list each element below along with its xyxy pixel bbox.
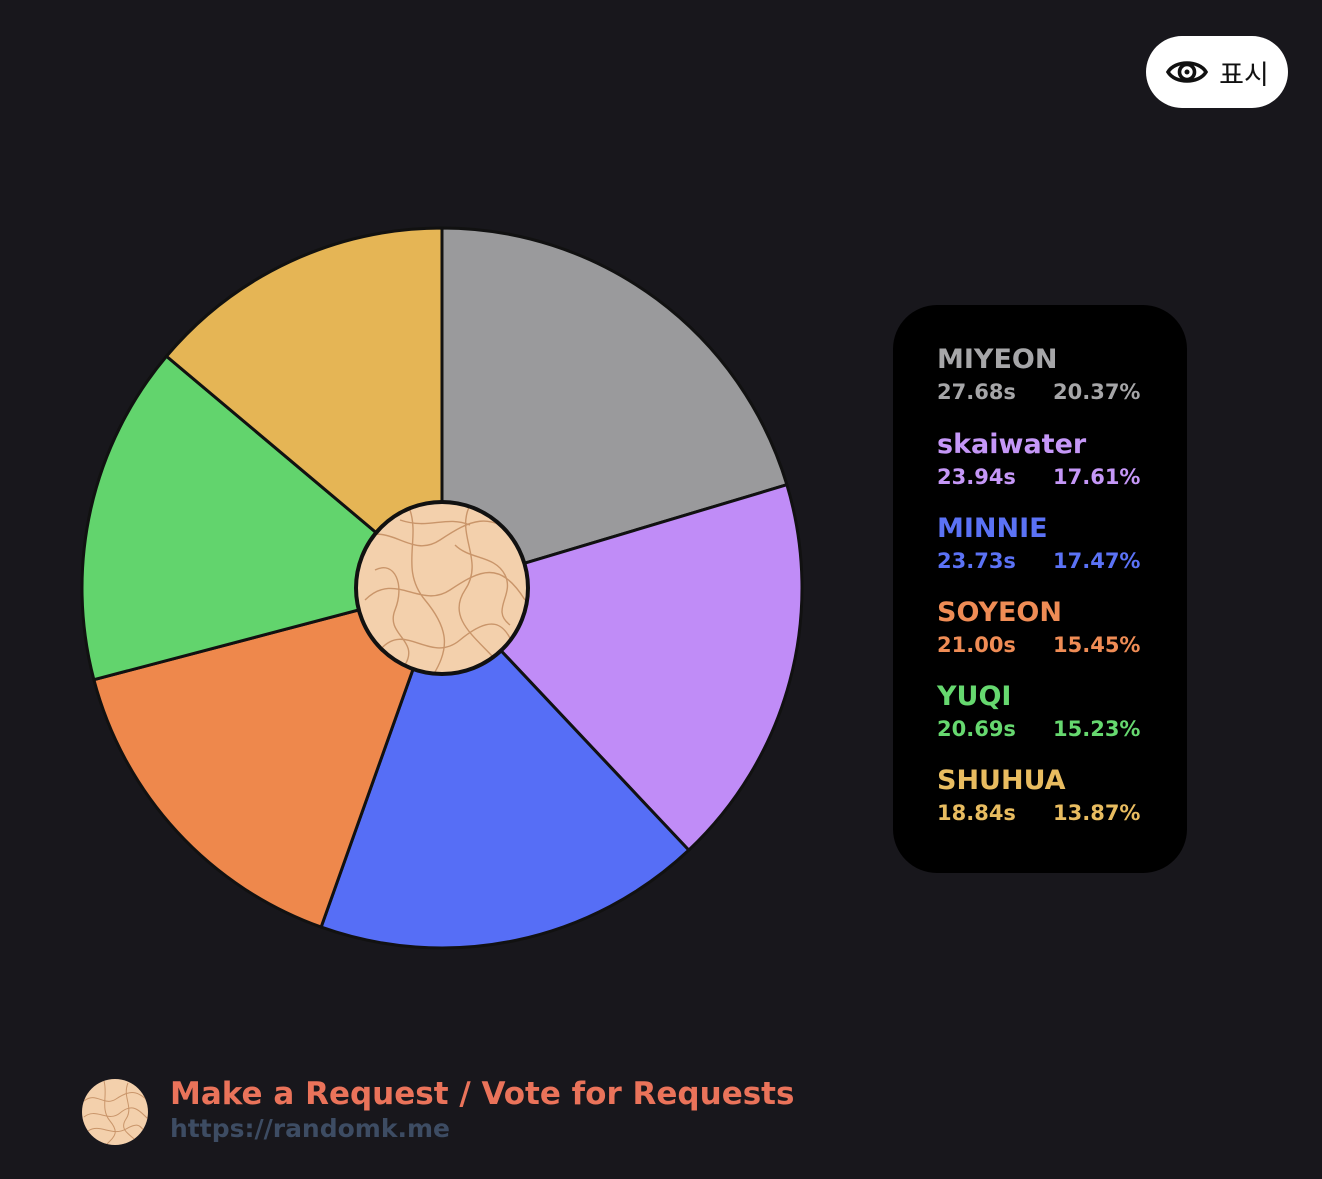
randomk-logo-icon bbox=[82, 1079, 148, 1145]
legend-time: 23.73s bbox=[937, 549, 1016, 573]
pie-slice-shuhua bbox=[165, 226, 444, 590]
legend-time: 27.68s bbox=[937, 380, 1016, 404]
legend-name: YUQI bbox=[937, 681, 1012, 712]
eye-icon bbox=[1166, 61, 1209, 83]
legend-item: MINNIE 23.73s 17.47% bbox=[937, 514, 1167, 576]
legend-time: 20.69s bbox=[937, 717, 1016, 741]
legend-name: MIYEON bbox=[937, 344, 1058, 375]
legend-item: MIYEON 27.68s 20.37% bbox=[937, 345, 1167, 407]
legend-item: skaiwater 23.94s 17.61% bbox=[937, 430, 1167, 492]
legend-percent: 17.47% bbox=[1053, 549, 1141, 573]
legend-name: skaiwater bbox=[937, 429, 1087, 460]
pie-slices bbox=[80, 226, 804, 950]
legend-time: 23.94s bbox=[937, 465, 1016, 489]
legend-percent: 17.61% bbox=[1053, 465, 1141, 489]
legend-name: SOYEON bbox=[937, 597, 1062, 628]
legend-item: SHUHUA 18.84s 13.87% bbox=[937, 766, 1167, 828]
pie-slice-soyeon bbox=[92, 586, 444, 929]
footer-request-link[interactable]: Make a Request / Vote for Requests bbox=[170, 1076, 795, 1112]
pie-slice-minnie bbox=[319, 586, 691, 950]
pie-slice-yuqi bbox=[80, 354, 444, 682]
legend-item: YUQI 20.69s 15.23% bbox=[937, 682, 1167, 744]
legend-percent: 13.87% bbox=[1053, 801, 1141, 825]
pie-slice-skaiwater bbox=[440, 483, 804, 852]
legend-name: MINNIE bbox=[937, 513, 1048, 544]
show-button[interactable]: 표시 bbox=[1146, 36, 1288, 108]
legend-percent: 20.37% bbox=[1053, 380, 1141, 404]
legend-name: SHUHUA bbox=[937, 765, 1066, 796]
pie-chart bbox=[80, 226, 804, 950]
legend-percent: 15.23% bbox=[1053, 717, 1141, 741]
show-button-label: 표시 bbox=[1219, 59, 1269, 91]
legend-panel: MIYEON 27.68s 20.37% skaiwater 23.94s 17… bbox=[893, 305, 1187, 873]
legend-item: SOYEON 21.00s 15.45% bbox=[937, 598, 1167, 660]
legend-time: 18.84s bbox=[937, 801, 1016, 825]
center-badge bbox=[354, 500, 530, 676]
legend-time: 21.00s bbox=[937, 633, 1016, 657]
footer-url-link[interactable]: https://randomk.me bbox=[170, 1114, 450, 1143]
legend-percent: 15.45% bbox=[1053, 633, 1141, 657]
pie-slice-miyeon bbox=[440, 226, 789, 590]
